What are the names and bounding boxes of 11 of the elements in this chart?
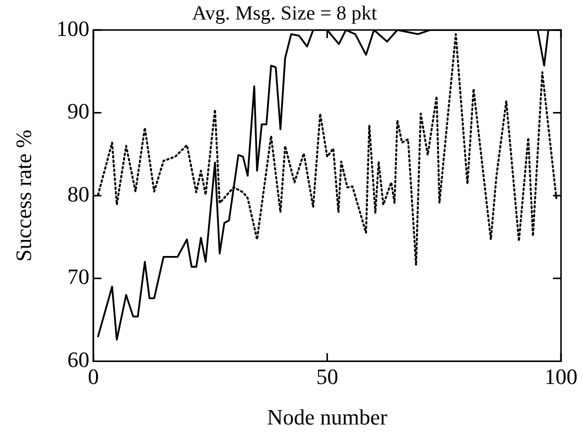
y-tick-label: 60: [67, 346, 90, 372]
y-tick-label: 100: [56, 16, 90, 41]
y-axis-title: Success rate %: [10, 130, 36, 262]
chart-title: Avg. Msg. Size = 8 pkt: [192, 2, 378, 24]
y-tick-label: 80: [67, 181, 90, 206]
x-tick-label: 0: [88, 364, 99, 390]
y-tick-label: 70: [67, 264, 90, 290]
y-tick-label: 90: [67, 98, 90, 124]
x-axis-title: Node number: [267, 404, 388, 430]
x-tick-label: 100: [544, 364, 578, 390]
x-tick-label: 50: [316, 364, 338, 390]
